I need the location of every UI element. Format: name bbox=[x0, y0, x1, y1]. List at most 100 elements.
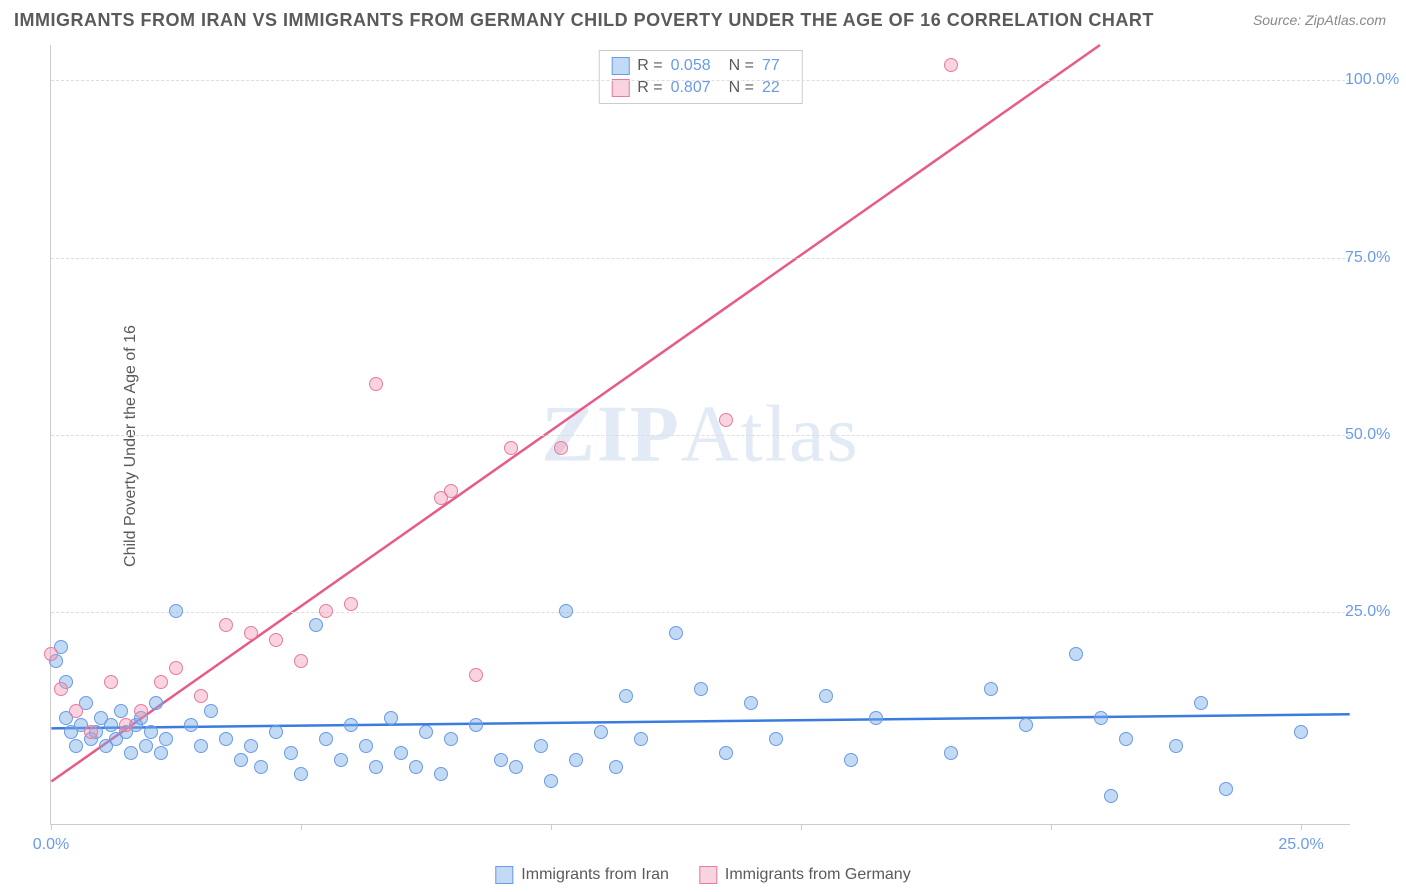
scatter-point bbox=[169, 661, 183, 675]
scatter-point bbox=[309, 618, 323, 632]
scatter-point bbox=[719, 746, 733, 760]
series-swatch bbox=[611, 57, 629, 75]
x-tick-label: 0.0% bbox=[33, 836, 69, 854]
x-tick-label: 25.0% bbox=[1278, 836, 1323, 854]
scatter-point bbox=[744, 696, 758, 710]
scatter-point bbox=[154, 675, 168, 689]
x-tick bbox=[551, 824, 552, 830]
scatter-point bbox=[194, 689, 208, 703]
scatter-point bbox=[1294, 725, 1308, 739]
correlation-stats-box: R =0.058N =77R =0.807N =22 bbox=[598, 50, 803, 104]
scatter-point bbox=[219, 618, 233, 632]
scatter-point bbox=[69, 739, 83, 753]
legend-label: Immigrants from Iran bbox=[521, 866, 669, 884]
scatter-point bbox=[619, 689, 633, 703]
scatter-point bbox=[149, 696, 163, 710]
scatter-point bbox=[1169, 739, 1183, 753]
r-value: 0.807 bbox=[671, 79, 711, 97]
scatter-point bbox=[144, 725, 158, 739]
scatter-point bbox=[344, 718, 358, 732]
x-tick bbox=[51, 824, 52, 830]
scatter-point bbox=[469, 668, 483, 682]
scatter-point bbox=[234, 753, 248, 767]
y-tick-label: 50.0% bbox=[1345, 426, 1405, 444]
scatter-point bbox=[119, 718, 133, 732]
scatter-point bbox=[434, 767, 448, 781]
scatter-point bbox=[984, 682, 998, 696]
scatter-point bbox=[1104, 789, 1118, 803]
scatter-point bbox=[554, 441, 568, 455]
legend-item: Immigrants from Iran bbox=[495, 866, 669, 884]
y-tick-label: 75.0% bbox=[1345, 249, 1405, 267]
scatter-point bbox=[844, 753, 858, 767]
scatter-point bbox=[169, 604, 183, 618]
x-tick bbox=[1051, 824, 1052, 830]
scatter-point bbox=[409, 760, 423, 774]
scatter-point bbox=[269, 633, 283, 647]
scatter-point bbox=[344, 597, 358, 611]
gridline-horizontal bbox=[51, 258, 1350, 259]
trend-line bbox=[51, 45, 1100, 782]
legend-item: Immigrants from Germany bbox=[699, 866, 911, 884]
scatter-point bbox=[269, 725, 283, 739]
scatter-point bbox=[719, 413, 733, 427]
scatter-point bbox=[569, 753, 583, 767]
scatter-point bbox=[444, 484, 458, 498]
scatter-point bbox=[139, 739, 153, 753]
scatter-point bbox=[694, 682, 708, 696]
y-tick-label: 100.0% bbox=[1345, 71, 1405, 89]
scatter-point bbox=[254, 760, 268, 774]
legend: Immigrants from Iran Immigrants from Germ… bbox=[495, 866, 910, 884]
scatter-point bbox=[634, 732, 648, 746]
x-tick bbox=[801, 824, 802, 830]
legend-label: Immigrants from Germany bbox=[725, 866, 911, 884]
scatter-point bbox=[534, 739, 548, 753]
scatter-point bbox=[1094, 711, 1108, 725]
scatter-point bbox=[1119, 732, 1133, 746]
legend-swatch bbox=[495, 866, 513, 884]
scatter-point bbox=[669, 626, 683, 640]
scatter-point bbox=[44, 647, 58, 661]
scatter-point bbox=[369, 760, 383, 774]
scatter-point bbox=[1194, 696, 1208, 710]
scatter-point bbox=[244, 626, 258, 640]
scatter-point bbox=[359, 739, 373, 753]
gridline-horizontal bbox=[51, 612, 1350, 613]
source-attribution: Source: ZipAtlas.com bbox=[1253, 12, 1386, 28]
scatter-point bbox=[769, 732, 783, 746]
n-value: 22 bbox=[762, 79, 780, 97]
scatter-point bbox=[1219, 782, 1233, 796]
scatter-point bbox=[504, 441, 518, 455]
y-tick-label: 25.0% bbox=[1345, 603, 1405, 621]
gridline-horizontal bbox=[51, 80, 1350, 81]
trend-line bbox=[51, 714, 1349, 728]
series-swatch bbox=[611, 79, 629, 97]
scatter-point bbox=[294, 654, 308, 668]
scatter-point bbox=[159, 732, 173, 746]
r-value: 0.058 bbox=[671, 57, 711, 75]
stats-row: R =0.058N =77 bbox=[611, 55, 790, 77]
scatter-point bbox=[124, 746, 138, 760]
chart-plot-area: ZIPAtlas R =0.058N =77R =0.807N =22 25.0… bbox=[50, 45, 1350, 825]
scatter-point bbox=[494, 753, 508, 767]
x-tick bbox=[1301, 824, 1302, 830]
scatter-point bbox=[154, 746, 168, 760]
scatter-point bbox=[84, 725, 98, 739]
scatter-point bbox=[184, 718, 198, 732]
scatter-point bbox=[219, 732, 233, 746]
scatter-point bbox=[869, 711, 883, 725]
n-label: N = bbox=[729, 57, 754, 75]
scatter-point bbox=[69, 704, 83, 718]
scatter-point bbox=[469, 718, 483, 732]
scatter-point bbox=[194, 739, 208, 753]
scatter-point bbox=[394, 746, 408, 760]
gridline-horizontal bbox=[51, 435, 1350, 436]
scatter-point bbox=[54, 682, 68, 696]
scatter-point bbox=[559, 604, 573, 618]
scatter-point bbox=[134, 704, 148, 718]
r-label: R = bbox=[637, 79, 662, 97]
scatter-point bbox=[104, 675, 118, 689]
scatter-point bbox=[114, 704, 128, 718]
scatter-point bbox=[204, 704, 218, 718]
chart-title: IMMIGRANTS FROM IRAN VS IMMIGRANTS FROM … bbox=[14, 10, 1154, 31]
